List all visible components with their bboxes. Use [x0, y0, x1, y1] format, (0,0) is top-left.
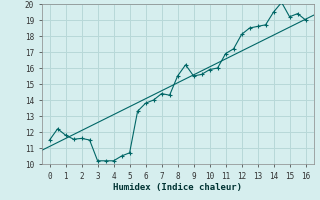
- X-axis label: Humidex (Indice chaleur): Humidex (Indice chaleur): [113, 183, 242, 192]
